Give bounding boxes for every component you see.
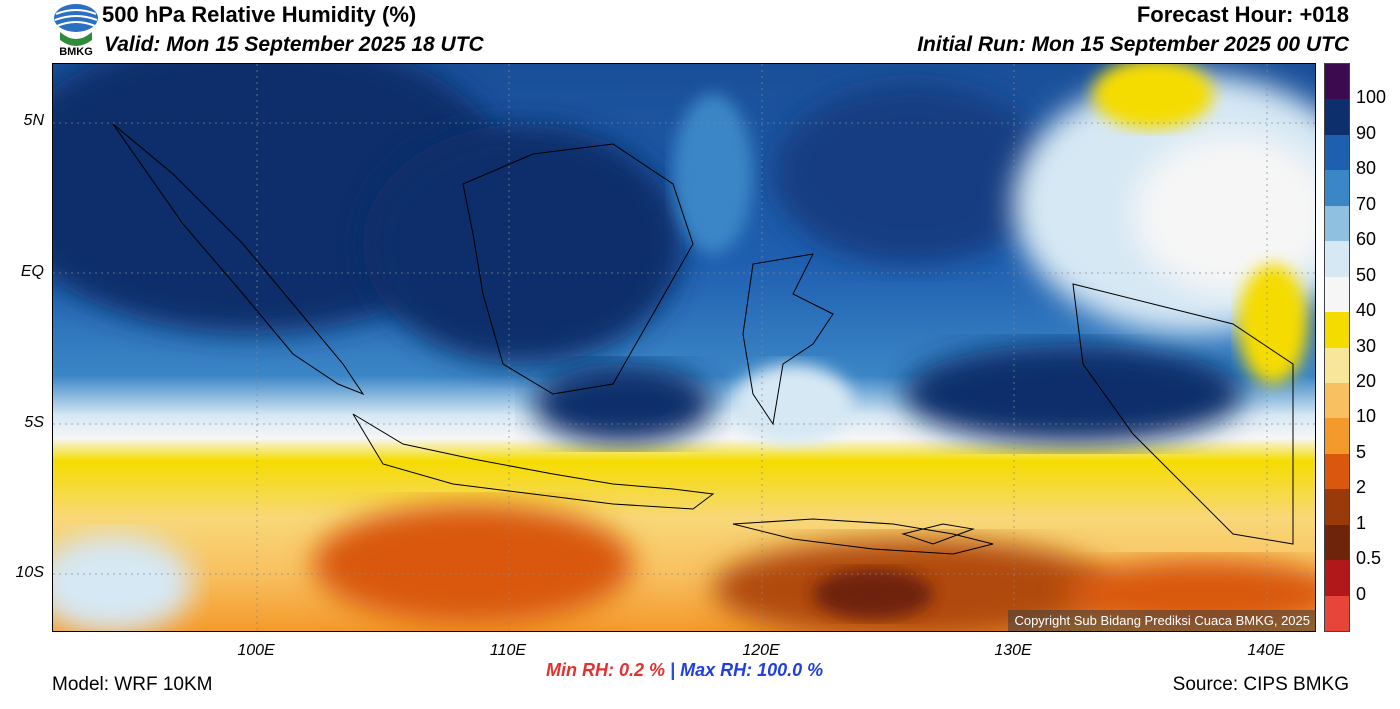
colorbar-segment — [1325, 205, 1349, 242]
sumatra-outline — [112, 123, 365, 396]
mid-humid-patch — [673, 94, 753, 254]
colorbar-segment — [1325, 241, 1349, 277]
colorbar-label: 10 — [1356, 406, 1377, 427]
humid-core-java-sea — [533, 364, 713, 444]
colorbar-segment — [1325, 524, 1349, 561]
humid-core-north — [773, 84, 1053, 264]
colorbar-label: 80 — [1356, 158, 1377, 179]
humidity-map — [52, 63, 1316, 632]
min-max-separator: | — [670, 660, 676, 680]
lon-label-120e: 120E — [742, 642, 780, 659]
model-label: Model: WRF 10KM — [52, 674, 213, 695]
colorbar — [1324, 63, 1350, 632]
colorbar-segment — [1325, 453, 1349, 490]
colorbar-label: 2 — [1356, 477, 1367, 498]
lat-label-10s: 10S — [15, 564, 44, 581]
colorbar-label: 60 — [1356, 229, 1377, 250]
dry-patch-north — [1093, 64, 1213, 129]
colorbar-label: 40 — [1356, 300, 1377, 321]
dry-patch-east — [1238, 264, 1308, 384]
max-rh-text: Max RH: 100.0 % — [680, 660, 824, 680]
valid-time: Valid: Mon 15 September 2025 18 UTC — [104, 33, 484, 56]
colorbar-label: 0 — [1356, 583, 1367, 604]
lat-label-eq: EQ — [20, 263, 44, 280]
colorbar-segment — [1325, 276, 1349, 313]
timor-outline — [901, 523, 975, 545]
java-outline — [352, 413, 715, 510]
colorbar-segment — [1325, 489, 1349, 525]
colorbar-segment — [1325, 347, 1349, 383]
colorbar-segment — [1325, 595, 1349, 631]
colorbar-label: 5 — [1356, 441, 1367, 462]
colorbar-label: 0.5 — [1356, 548, 1382, 569]
min-rh-value: 0.2 % — [619, 660, 666, 680]
source-label: Source: CIPS BMKG — [1172, 674, 1349, 695]
humid-core-borneo — [363, 124, 683, 364]
lon-label-110e: 110E — [489, 642, 527, 659]
colorbar-label: 90 — [1356, 122, 1377, 143]
colorbar-segment — [1325, 418, 1349, 454]
colorbar-label: 30 — [1356, 335, 1377, 356]
lat-label-5n: 5N — [23, 112, 44, 129]
sulawesi-outline — [742, 253, 834, 426]
driest-core — [813, 569, 933, 619]
colorbar-segment — [1325, 560, 1349, 596]
graticule — [53, 64, 1315, 631]
dry-zone-northeast-core — [1133, 134, 1315, 294]
dry-band-south-1 — [313, 504, 633, 624]
colorbar-label: 50 — [1356, 264, 1377, 285]
initial-run: Initial Run: Mon 15 September 2025 00 UT… — [917, 33, 1349, 56]
colorbar-label: 1 — [1356, 512, 1367, 533]
lat-label-5s: 5S — [24, 414, 44, 431]
lon-label-100e: 100E — [237, 642, 275, 659]
colorbar-segment — [1325, 99, 1349, 135]
colorbar-segment — [1325, 382, 1349, 419]
humid-core-papua — [903, 344, 1243, 444]
min-rh-label: Min RH: — [546, 660, 614, 680]
nusa-tenggara-outline — [732, 518, 994, 555]
coastlines — [112, 123, 1294, 555]
bmkg-logo: BMKG — [52, 2, 100, 60]
humidity-map-svg — [53, 64, 1315, 631]
forecast-hour: Forecast Hour: +018 — [1136, 2, 1349, 27]
lon-label-130e: 130E — [994, 642, 1032, 659]
papua-outline — [1072, 283, 1294, 545]
colorbar-label: 100 — [1356, 87, 1387, 108]
mid-humid-sulawesi — [733, 364, 853, 444]
colorbar-segment — [1325, 134, 1349, 171]
logo-text: BMKG — [59, 46, 93, 58]
borneo-outline — [462, 143, 694, 395]
min-max-rh: Min RH: 0.2 % | Max RH: 100.0 % — [546, 660, 823, 681]
map-title: 500 hPa Relative Humidity (%) — [102, 2, 417, 27]
colorbar-segment — [1325, 312, 1349, 348]
copyright-notice: Copyright Sub Bidang Prediksi Cuaca BMKG… — [1008, 610, 1316, 631]
colorbar-label: 70 — [1356, 193, 1377, 214]
colorbar-label: 20 — [1356, 370, 1377, 391]
colorbar-segment — [1325, 170, 1349, 206]
colorbar-segment — [1325, 64, 1349, 100]
lon-label-140e: 140E — [1247, 642, 1285, 659]
humid-patch-southwest — [53, 534, 193, 631]
